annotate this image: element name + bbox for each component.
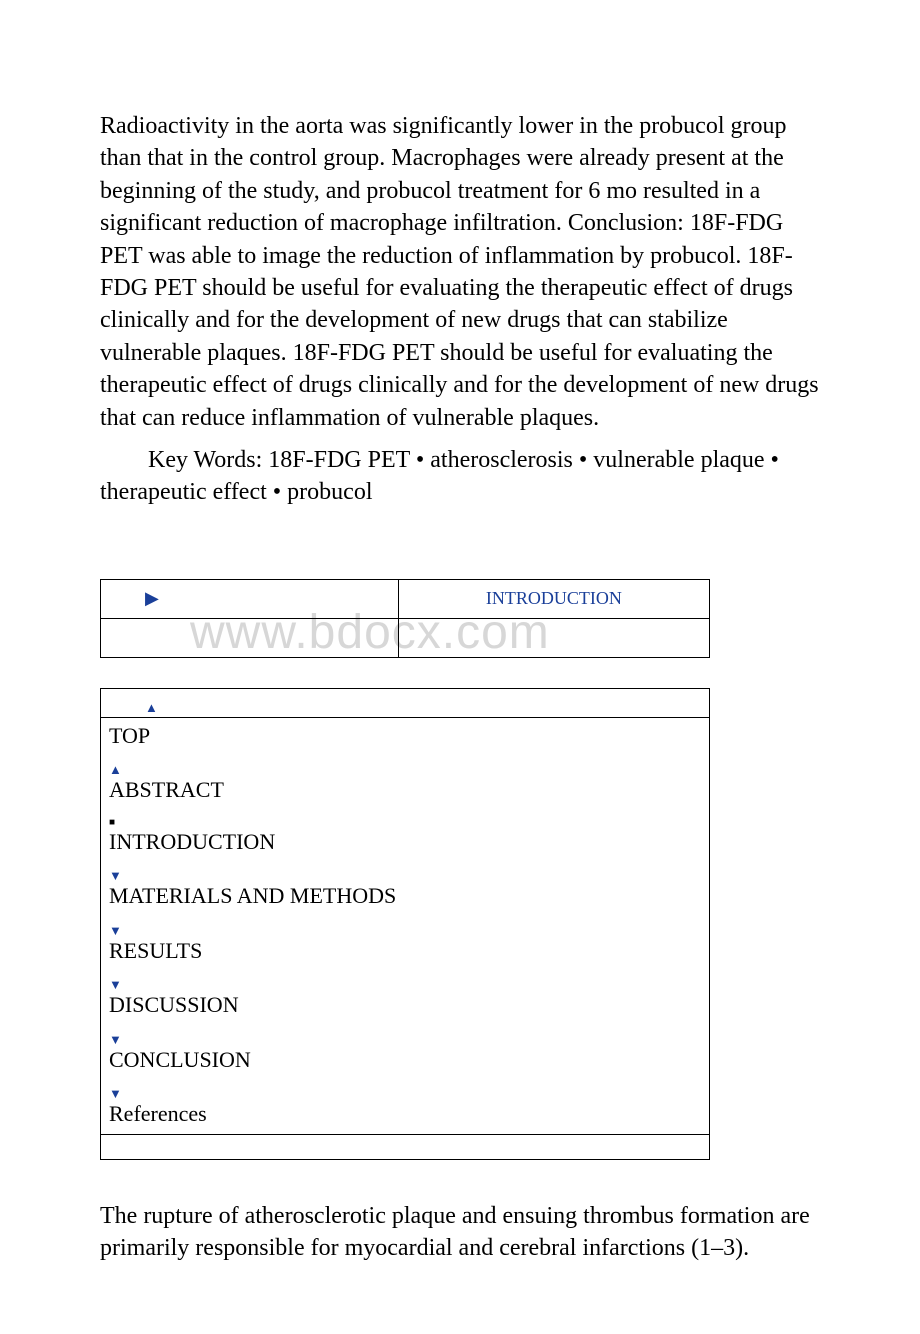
nav-item-results[interactable]: RESULTS [109, 937, 701, 965]
nav-table: ▲ TOP ▲ ABSTRACT ■ INTR [100, 688, 710, 1160]
section-header-label-cell[interactable]: INTRODUCTION [398, 579, 709, 618]
nav-item-introduction[interactable]: INTRODUCTION [109, 828, 701, 856]
nav-label: References [109, 1101, 207, 1126]
section-header-empty-right [398, 618, 709, 657]
arrow-down-icon: ▼ [109, 978, 701, 991]
arrow-down-icon: ▼ [109, 869, 701, 882]
arrow-down-icon: ▼ [109, 924, 701, 937]
nav-item-conclusion[interactable]: CONCLUSION [109, 1046, 701, 1074]
nav-top-arrow-cell: ▲ [101, 688, 710, 717]
nav-label: ABSTRACT [109, 777, 224, 802]
nav-label: DISCUSSION [109, 992, 239, 1017]
abstract-paragraph: Radioactivity in the aorta was significa… [100, 110, 820, 434]
nav-body-cell: TOP ▲ ABSTRACT ■ INTRODUCTION ▼ MATERIAL… [101, 717, 710, 1134]
nav-label: CONCLUSION [109, 1047, 251, 1072]
nav-label: INTRODUCTION [109, 829, 275, 854]
nav-item-materials[interactable]: MATERIALS AND METHODS [109, 882, 701, 910]
nav-label: RESULTS [109, 938, 202, 963]
nav-label: TOP [109, 723, 150, 748]
nav-empty-cell [101, 1134, 710, 1159]
section-header-table: ▶ INTRODUCTION [100, 579, 710, 658]
keywords-paragraph: Key Words: 18F-FDG PET • atherosclerosis… [100, 444, 820, 509]
nav-item-discussion[interactable]: DISCUSSION [109, 991, 701, 1019]
nav-label: MATERIALS AND METHODS [109, 883, 396, 908]
nav-item-top[interactable]: TOP [109, 722, 701, 750]
nav-item-references[interactable]: References [109, 1100, 701, 1128]
section-header-empty-left [101, 618, 399, 657]
intro-paragraph: The rupture of atherosclerotic plaque an… [100, 1200, 820, 1265]
section-header-arrow-cell: ▶ [101, 579, 399, 618]
nav-item-abstract[interactable]: ABSTRACT [109, 776, 701, 804]
arrow-down-icon: ▼ [109, 1033, 701, 1046]
arrow-up-icon: ▲ [145, 700, 158, 716]
nav-list: TOP ▲ ABSTRACT ■ INTRODUCTION ▼ MATERIAL… [109, 722, 701, 1128]
arrow-right-icon: ▶ [145, 588, 159, 609]
dot-icon: ■ [109, 818, 701, 828]
arrow-down-icon: ▼ [109, 1087, 701, 1100]
arrow-up-icon: ▲ [109, 763, 701, 776]
